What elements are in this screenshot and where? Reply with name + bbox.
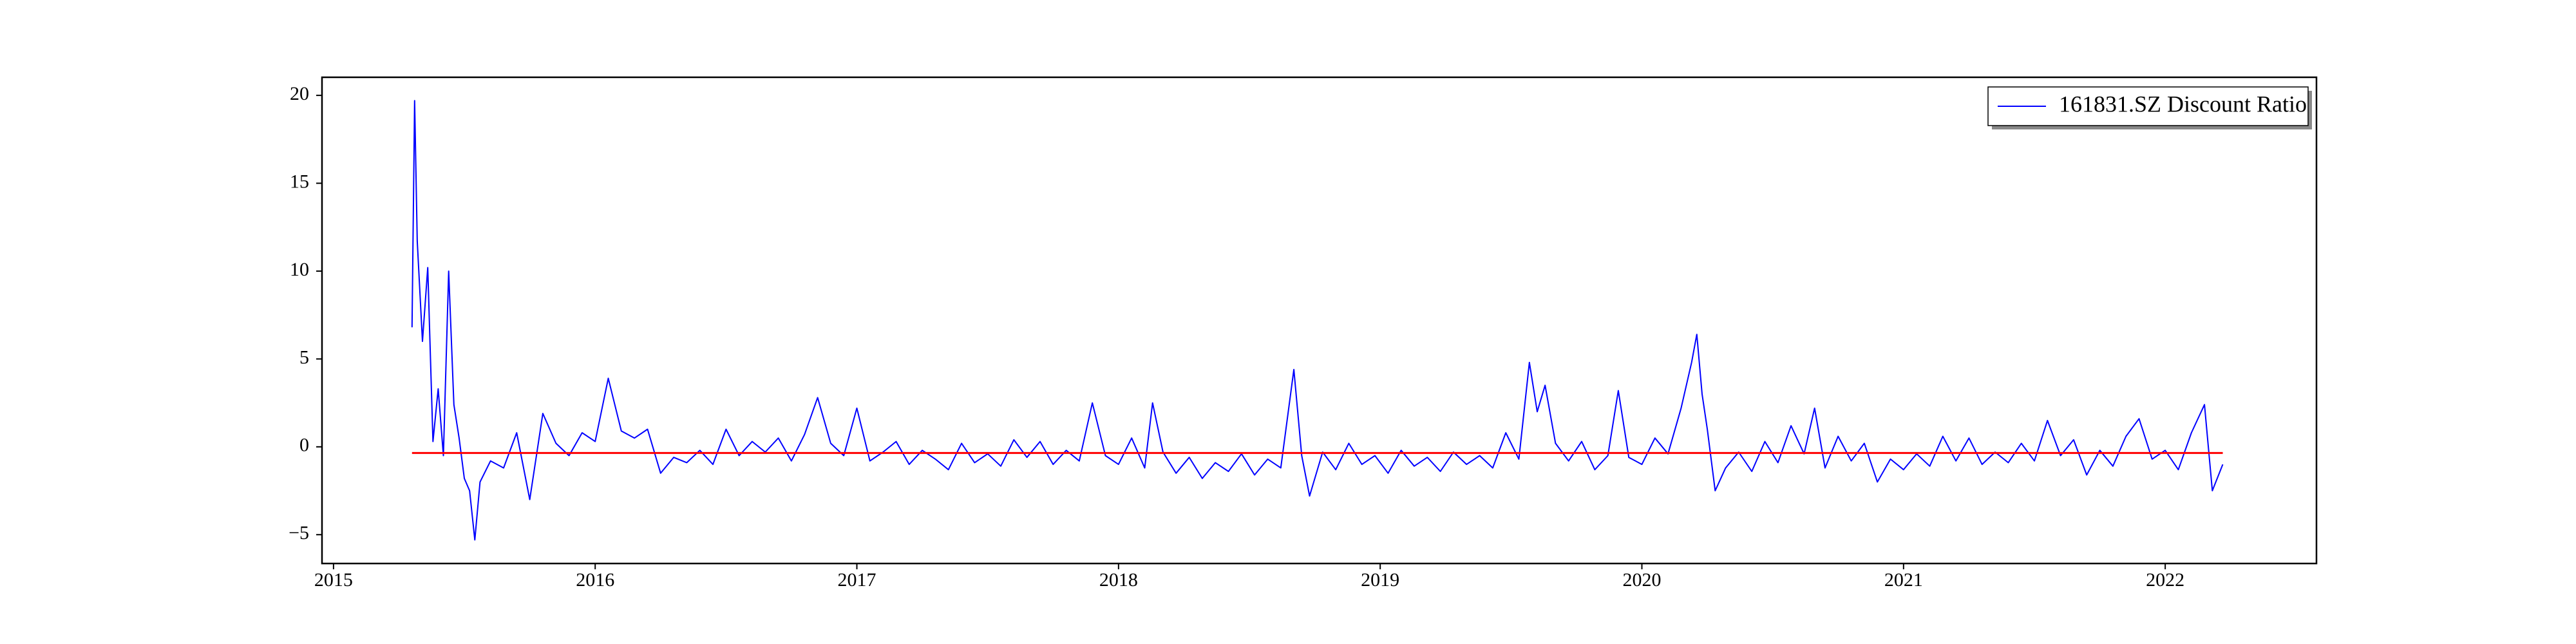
- plot-frame: [321, 76, 2318, 565]
- x-tick-label: 2017: [838, 569, 876, 591]
- x-tick-label: 2020: [1622, 569, 1661, 591]
- legend-box: [1987, 86, 2309, 126]
- y-tick-label: 0: [299, 435, 309, 456]
- y-tick-label: 5: [299, 346, 309, 368]
- y-tick-label: 15: [290, 171, 309, 192]
- y-tick-label: −5: [289, 522, 309, 544]
- x-tick-label: 2016: [576, 569, 614, 591]
- x-tick-label: 2019: [1361, 569, 1399, 591]
- data-line: [411, 100, 2224, 541]
- legend-label: 161831.SZ Discount Ratio: [2059, 91, 2307, 117]
- x-tick-label: 2018: [1099, 569, 1138, 591]
- x-tick-label: 2022: [2146, 569, 2184, 591]
- x-tick-label: 2021: [1884, 569, 1923, 591]
- y-tick-label: 20: [290, 83, 309, 104]
- y-tick-label: 10: [290, 259, 309, 280]
- x-tick-label: 2015: [314, 569, 353, 591]
